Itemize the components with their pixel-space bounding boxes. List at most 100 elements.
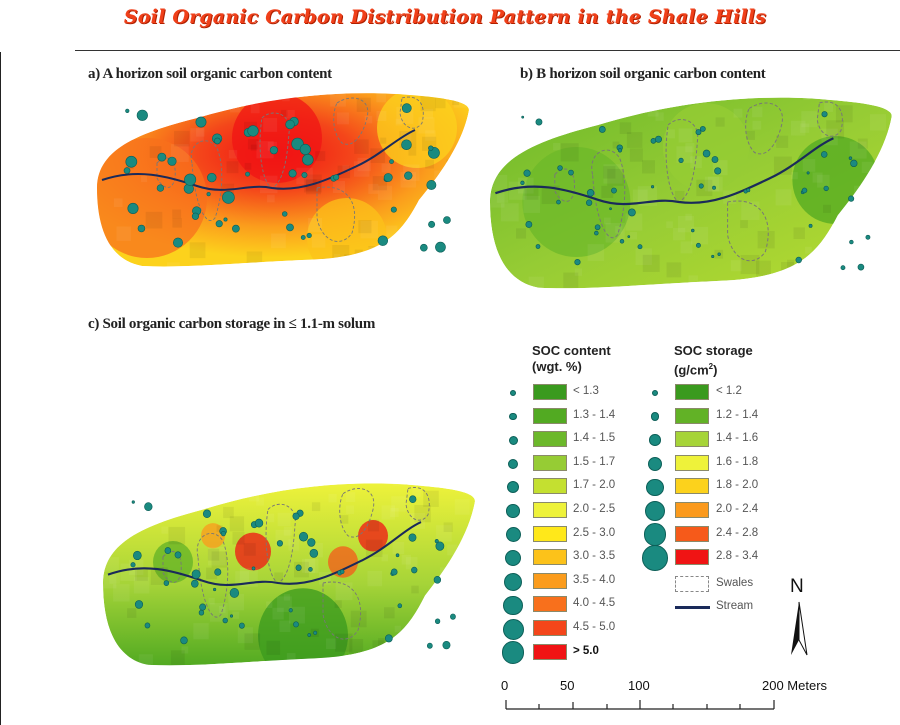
sample-point [594, 230, 599, 236]
sample-point [698, 183, 704, 189]
texture-cell [823, 204, 832, 213]
texture-cell [267, 194, 275, 203]
texture-cell [787, 259, 795, 268]
texture-cell [680, 241, 693, 254]
texture-cell [490, 193, 505, 208]
scale-tick-50: 50 [560, 678, 575, 693]
texture-cell [384, 607, 395, 619]
texture-cell [492, 174, 508, 190]
legend-class-label: 1.4 - 1.5 [573, 432, 616, 445]
texture-cell [409, 512, 426, 529]
texture-cell [196, 128, 205, 137]
texture-cell [286, 109, 295, 119]
swale-outline [190, 140, 223, 221]
sample-point [609, 207, 612, 211]
texture-cell [421, 660, 428, 666]
sample-point [619, 238, 625, 244]
sample-point [333, 174, 340, 181]
texture-cell [435, 97, 446, 109]
texture-cell [113, 198, 123, 208]
sample-point [307, 538, 316, 547]
legend-swatch [675, 384, 709, 400]
texture-cell [425, 159, 435, 169]
texture-cell [335, 633, 353, 652]
texture-cell [380, 137, 387, 144]
texture-cell [730, 260, 742, 272]
swale-outline [554, 168, 575, 202]
texture-cell [775, 189, 792, 206]
texture-cell [277, 596, 292, 612]
texture-cell [308, 217, 323, 232]
sample-point [443, 216, 451, 224]
sample-point [308, 567, 313, 572]
texture-cell [463, 648, 474, 659]
map-a-horizon [97, 93, 469, 267]
texture-cell [393, 659, 409, 666]
texture-cell [256, 141, 274, 159]
sample-point [134, 600, 144, 609]
legend-dot [652, 390, 658, 396]
sample-point [199, 603, 207, 611]
texture-cell [229, 516, 245, 532]
legend-dot [503, 595, 523, 616]
texture-cell [678, 128, 693, 143]
swale-outline [196, 533, 229, 618]
map-b-horizon [490, 97, 892, 289]
texture-cell [454, 499, 470, 515]
texture-cell [223, 506, 234, 519]
texture-cell [451, 593, 460, 603]
sample-point [229, 614, 234, 618]
texture-cell [286, 653, 296, 663]
texture-cell [358, 220, 372, 234]
texture-cell [393, 483, 400, 486]
texture-cell [266, 601, 273, 608]
swales-swatch [675, 576, 709, 592]
sample-point [123, 167, 131, 174]
texture-cell [688, 275, 698, 285]
sample-point [163, 580, 170, 586]
sample-point [389, 159, 394, 164]
legend-dot [510, 390, 516, 396]
sample-point [520, 180, 525, 185]
sample-point [808, 223, 813, 228]
texture-cell [390, 508, 399, 517]
texture-cell [849, 141, 867, 159]
sample-point [557, 165, 563, 171]
soc-patch [97, 138, 207, 258]
texture-cell [386, 225, 398, 237]
texture-cell [465, 647, 475, 658]
sample-point [247, 125, 259, 137]
swale-outline [405, 487, 430, 521]
texture-cell [383, 258, 396, 267]
unit: (g/cm [674, 362, 709, 378]
sample-point [213, 587, 217, 592]
sample-point [174, 551, 182, 559]
sample-point [848, 195, 855, 202]
texture-cell [801, 111, 818, 128]
texture-cell [685, 213, 692, 221]
legend-dot [504, 572, 522, 591]
panel-b-label: b) B horizon soil organic carbon content [520, 66, 766, 82]
north-arrow-icon [791, 601, 808, 656]
texture-cell [607, 168, 624, 186]
texture-cell [143, 97, 150, 104]
texture-cell [311, 502, 321, 512]
texture-cell [208, 597, 215, 605]
sample-point [299, 143, 311, 155]
texture-cell [467, 127, 469, 142]
texture-cell [540, 113, 558, 132]
texture-cell [803, 97, 810, 101]
legend-class-label: 1.4 - 1.6 [716, 432, 759, 445]
sample-point [309, 548, 319, 558]
sample-point [823, 185, 829, 192]
texture-cell [283, 594, 290, 601]
texture-cell [193, 623, 209, 640]
legend-class-label: 2.0 - 2.5 [573, 503, 616, 515]
texture-cell [248, 490, 260, 502]
legend-class-label: 2.0 - 2.4 [716, 503, 759, 515]
texture-cell [523, 195, 541, 213]
texture-cell [420, 210, 433, 223]
swale-outline [727, 200, 769, 262]
texture-cell [685, 143, 695, 153]
texture-cell [425, 130, 436, 141]
